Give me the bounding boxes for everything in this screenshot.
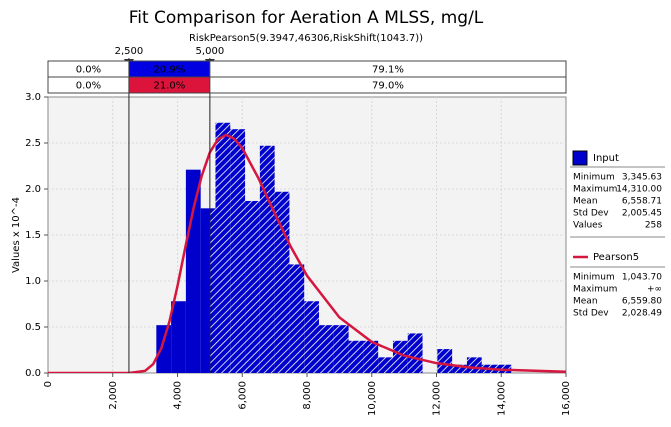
x-tick-label: 10,000: [367, 381, 378, 416]
legend-label: Input: [593, 153, 619, 164]
stat-name: Maximum: [573, 285, 617, 295]
histogram-bar: [259, 145, 275, 373]
x-tick-label: 12,000: [432, 381, 443, 416]
chart-subtitle: RiskPearson5(9.3947,46306,RiskShift(1043…: [189, 33, 423, 44]
histogram-bar: [452, 364, 467, 373]
x-tick-label: 14,000: [496, 381, 507, 416]
delimiter-label: 5,000: [196, 46, 225, 57]
y-tick-label: 0.5: [25, 322, 41, 333]
histogram-bar: [185, 169, 201, 373]
x-tick-label: 2,000: [108, 381, 119, 410]
y-tick-label: 1.0: [25, 276, 41, 287]
stat-value: 2,028.49: [622, 309, 662, 319]
histogram-bar: [333, 325, 349, 373]
stat-value: 2,005.45: [622, 209, 662, 219]
stat-name: Minimum: [573, 273, 615, 283]
y-tick-label: 2.0: [25, 184, 41, 195]
histogram-bar: [348, 340, 364, 373]
probability-label: 79.1%: [372, 65, 404, 76]
histogram-bar: [230, 129, 246, 373]
stat-name: Std Dev: [573, 209, 609, 219]
histogram-bar: [289, 264, 305, 373]
x-tick-label: 0: [43, 381, 54, 387]
chart-title: Fit Comparison for Aeration A MLSS, mg/L: [129, 8, 484, 28]
histogram-bar: [245, 200, 260, 373]
histogram-bar: [437, 349, 453, 373]
probability-label: 0.0%: [76, 81, 101, 92]
histogram-bar: [392, 340, 408, 373]
y-tick-label: 3.0: [25, 92, 41, 103]
y-tick-label: 2.5: [25, 138, 41, 149]
stat-value: 6,559.80: [622, 297, 662, 307]
y-tick-label: 0.0: [25, 368, 41, 379]
histogram-bar: [156, 325, 172, 373]
stat-value: +∞: [647, 285, 662, 295]
probability-label: 20.9%: [154, 65, 186, 76]
probability-label: 0.0%: [76, 65, 101, 76]
histogram-bar: [466, 357, 482, 373]
histogram-bar: [171, 301, 186, 373]
y-tick-label: 1.5: [25, 230, 41, 241]
histogram-bar: [304, 301, 320, 373]
probability-cell: [209, 76, 567, 94]
legend-label: Pearson5: [593, 252, 639, 263]
stat-value: 6,558.71: [622, 197, 662, 207]
stat-name: Minimum: [573, 173, 615, 183]
stat-value: 1,043.70: [622, 273, 662, 283]
x-tick-label: 16,000: [561, 381, 572, 416]
histogram-bar: [200, 208, 216, 373]
stat-name: Mean: [573, 197, 598, 207]
legend-swatch: [572, 150, 588, 166]
histogram-bar: [407, 333, 423, 373]
histogram-bar: [215, 122, 231, 373]
probability-label: 79.0%: [372, 81, 404, 92]
delimiter-label: 2,500: [115, 46, 144, 57]
stat-value: 258: [645, 221, 662, 231]
histogram-bar: [378, 357, 393, 373]
x-tick-label: 6,000: [237, 381, 248, 410]
stat-name: Mean: [573, 297, 598, 307]
stat-value: 14,310.00: [616, 185, 662, 195]
x-tick-label: 8,000: [302, 381, 313, 410]
stat-name: Std Dev: [573, 309, 609, 319]
fit-curve: [48, 133, 566, 373]
stat-name: Maximum: [573, 185, 617, 195]
y-axis-label: Values x 10^-4: [11, 197, 22, 273]
probability-label: 21.0%: [154, 81, 186, 92]
stat-name: Values: [573, 221, 603, 231]
stat-value: 3,345.63: [622, 173, 662, 183]
x-tick-label: 4,000: [173, 381, 184, 410]
histogram-bar: [319, 325, 334, 373]
histogram-bar: [363, 340, 379, 373]
